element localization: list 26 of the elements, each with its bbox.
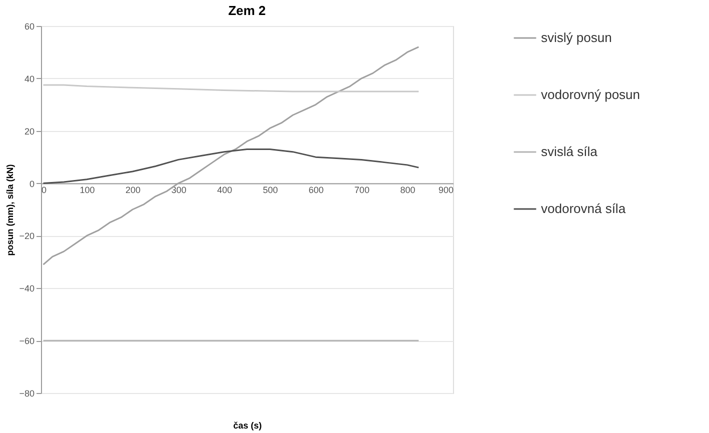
y-tick-label: −60: [19, 336, 34, 346]
line-series: [42, 84, 420, 92]
x-tick-label: 600: [308, 184, 324, 195]
x-tick-label: 900: [438, 184, 454, 195]
x-tick-label: 400: [217, 184, 232, 195]
y-tick-label: 60: [24, 22, 34, 32]
y-tick-label: −20: [19, 231, 34, 242]
y-tick-label: 20: [24, 126, 34, 136]
legend-label: vodorovný posun: [541, 87, 640, 102]
x-tick-label: 300: [171, 184, 186, 195]
y-tick-label: 40: [24, 74, 34, 84]
chart-title: Zem 2: [228, 3, 266, 18]
legend-label: svislý posun: [541, 30, 612, 45]
x-tick-label: 200: [126, 184, 141, 195]
legend-label: svislá síla: [541, 144, 598, 159]
x-axis-title: čas (s): [233, 420, 262, 430]
x-tick-label: 500: [262, 184, 278, 195]
x-tick-label: 100: [80, 184, 95, 195]
line-series: [42, 148, 420, 184]
x-tick-label: 800: [400, 184, 416, 195]
x-tick-label: 0: [42, 184, 47, 195]
y-tick-label: −40: [19, 284, 34, 294]
y-tick-label: −80: [19, 388, 34, 398]
y-axis-title: posun (mm), síla (kN): [5, 164, 16, 256]
x-tick-label: 700: [354, 184, 370, 195]
legend-label: vodorovná síla: [541, 201, 626, 216]
